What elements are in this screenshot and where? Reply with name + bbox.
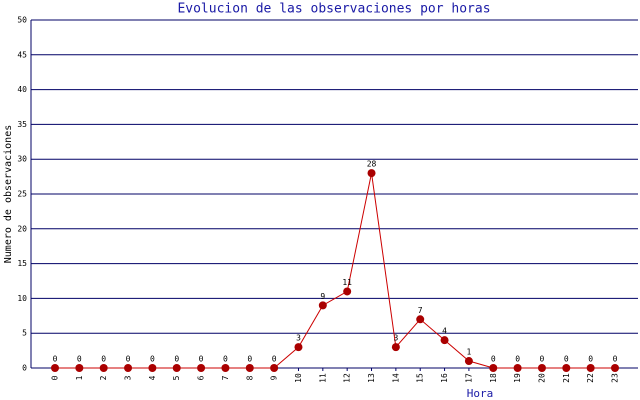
data-label: 0 [101, 355, 106, 364]
data-point [586, 364, 595, 372]
data-label: 0 [272, 355, 277, 364]
data-point [197, 364, 206, 372]
y-axis-label: Numero de observaciones [3, 125, 14, 263]
chart-title: Evolucion de las observaciones por horas [177, 2, 490, 17]
data-point [124, 364, 133, 372]
data-point [440, 336, 449, 345]
data-point [367, 169, 376, 178]
data-point [270, 364, 279, 372]
x-tick-label: 2 [99, 375, 108, 380]
data-label: 0 [53, 355, 58, 364]
x-tick-label: 7 [221, 375, 230, 380]
data-point [51, 364, 59, 372]
data-label: 0 [515, 355, 520, 364]
data-point [172, 364, 181, 372]
y-tick-label: 50 [17, 16, 27, 25]
data-point [416, 315, 425, 324]
y-tick-label: 25 [17, 190, 27, 199]
data-point [343, 287, 352, 296]
data-label: 0 [540, 355, 545, 364]
data-point [148, 364, 157, 372]
y-tick-label: 30 [17, 155, 27, 164]
data-point [611, 364, 619, 372]
data-point [537, 364, 546, 372]
x-tick-label: 0 [51, 375, 60, 380]
data-label: 7 [418, 306, 423, 315]
x-tick-label: 17 [464, 373, 473, 383]
y-tick-label: 10 [17, 294, 27, 303]
data-point [221, 364, 230, 372]
y-tick-label: 45 [17, 50, 27, 59]
x-tick-label: 15 [416, 373, 425, 383]
data-label: 11 [342, 278, 352, 287]
data-label: 0 [223, 355, 228, 364]
data-point [294, 343, 303, 352]
x-tick-label: 8 [245, 375, 254, 380]
data-line [55, 173, 615, 369]
y-tick-label: 35 [17, 120, 27, 129]
data-label: 28 [367, 160, 377, 169]
data-point [318, 301, 327, 310]
x-tick-label: 10 [294, 373, 303, 383]
data-label: 1 [466, 348, 471, 357]
x-tick-label: 21 [562, 373, 571, 383]
x-tick-label: 19 [513, 373, 522, 383]
data-label: 0 [491, 355, 496, 364]
x-tick-label: 11 [318, 373, 327, 383]
data-label: 0 [613, 355, 618, 364]
data-label: 0 [564, 355, 569, 364]
data-label: 0 [174, 355, 179, 364]
x-tick-label: 13 [367, 373, 376, 383]
y-tick-label: 20 [17, 224, 27, 233]
x-tick-label: 5 [172, 375, 181, 380]
data-label: 0 [199, 355, 204, 364]
data-point [391, 343, 400, 352]
x-tick-label: 22 [586, 373, 595, 383]
data-point [562, 364, 571, 372]
y-tick-label: 0 [22, 364, 27, 373]
data-point [99, 364, 108, 372]
x-tick-label: 18 [489, 373, 498, 383]
data-point [464, 357, 473, 366]
x-tick-label: 14 [391, 373, 400, 383]
data-point [75, 364, 84, 372]
x-tick-label: 3 [124, 375, 133, 380]
x-tick-label: 16 [440, 373, 449, 383]
data-point [489, 364, 498, 372]
data-label: 3 [393, 334, 398, 343]
data-label: 0 [126, 355, 131, 364]
data-label: 3 [296, 334, 301, 343]
x-tick-label: 4 [148, 375, 157, 380]
y-tick-label: 15 [17, 259, 27, 268]
data-label: 0 [588, 355, 593, 364]
x-tick-label: 9 [270, 375, 279, 380]
x-tick-label: 12 [343, 373, 352, 383]
data-point [513, 364, 522, 372]
x-tick-label: 6 [197, 375, 206, 380]
x-tick-label: 23 [611, 373, 620, 383]
x-axis-label: Hora [467, 387, 494, 400]
x-tick-label: 1 [75, 375, 84, 380]
data-label: 0 [247, 355, 252, 364]
y-tick-label: 40 [17, 85, 27, 94]
x-tick-label: 20 [537, 373, 546, 383]
data-label: 0 [77, 355, 82, 364]
y-tick-label: 5 [22, 329, 27, 338]
data-point [245, 364, 254, 372]
data-label: 9 [320, 292, 325, 301]
data-label: 4 [442, 327, 447, 336]
data-label: 0 [150, 355, 155, 364]
